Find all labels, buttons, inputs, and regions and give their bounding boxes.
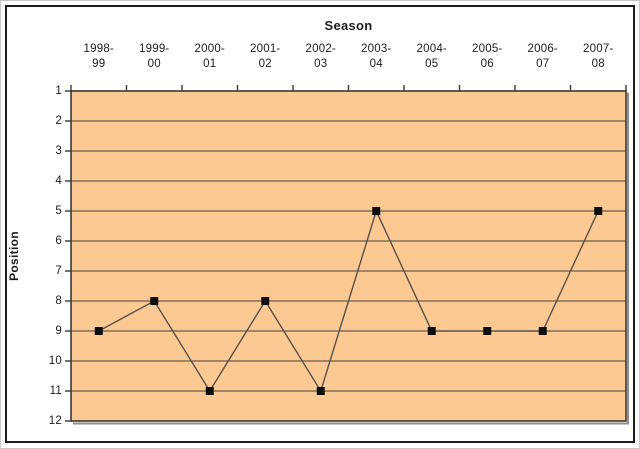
y-tick-label: 8 bbox=[55, 295, 62, 307]
x-tick-label: 2002- 03 bbox=[305, 43, 336, 70]
plot-background bbox=[71, 91, 626, 421]
x-tick-label: 2006- 07 bbox=[527, 43, 558, 70]
data-point-marker bbox=[205, 387, 214, 395]
x-axis-title: Season bbox=[324, 18, 373, 33]
y-tick-label: 6 bbox=[55, 235, 62, 247]
data-point-marker bbox=[538, 327, 547, 335]
y-tick-label: 3 bbox=[55, 145, 62, 157]
data-point-marker bbox=[316, 387, 325, 395]
data-point-marker bbox=[427, 327, 436, 335]
x-tick-label: 1999- 00 bbox=[139, 43, 170, 70]
data-point-marker bbox=[372, 207, 381, 215]
x-tick-label: 2000- 01 bbox=[194, 43, 225, 70]
data-point-marker bbox=[94, 327, 103, 335]
y-tick-label: 4 bbox=[55, 175, 62, 187]
y-tick-label: 7 bbox=[55, 265, 62, 277]
y-tick-label: 9 bbox=[55, 325, 62, 337]
y-tick-label: 1 bbox=[55, 85, 62, 97]
x-tick-label: 2003- 04 bbox=[361, 43, 392, 70]
y-tick-label: 5 bbox=[55, 205, 62, 217]
x-tick-label: 2001- 02 bbox=[250, 43, 281, 70]
data-point-marker bbox=[483, 327, 492, 335]
x-tick-label: 1998- 99 bbox=[83, 43, 114, 70]
y-tick-label: 10 bbox=[48, 355, 62, 367]
y-tick-label: 11 bbox=[49, 385, 62, 397]
x-tick-label: 2004- 05 bbox=[416, 43, 447, 70]
y-tick-label: 2 bbox=[55, 115, 62, 127]
data-point-marker bbox=[150, 297, 159, 305]
x-tick-label: 2007- 08 bbox=[583, 43, 614, 70]
x-tick-label: 2005- 06 bbox=[472, 43, 503, 70]
y-tick-label: 12 bbox=[48, 415, 62, 427]
data-point-marker bbox=[594, 207, 603, 215]
series-line bbox=[98, 209, 599, 393]
data-point-marker bbox=[261, 297, 270, 305]
